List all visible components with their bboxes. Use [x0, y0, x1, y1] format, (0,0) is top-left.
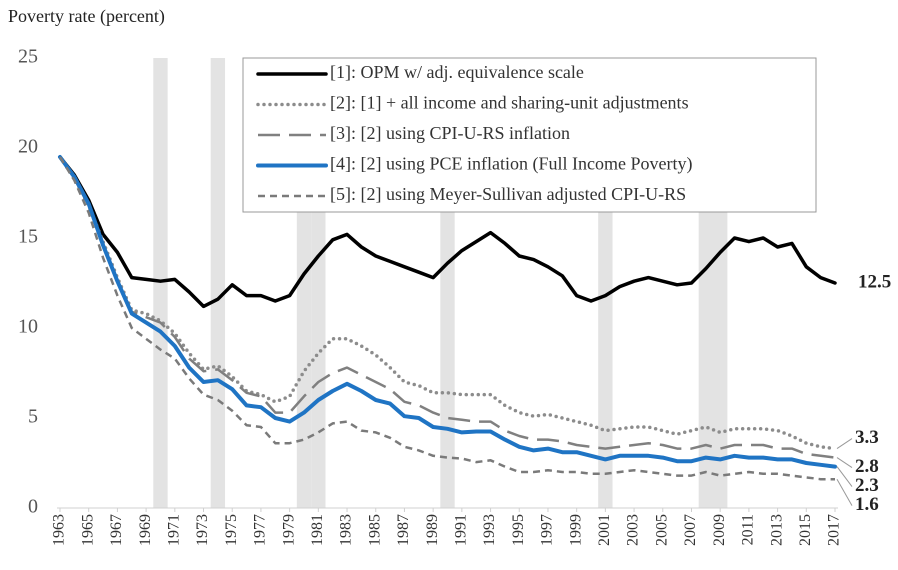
series-line	[58, 156, 836, 459]
x-tick-label: 1997	[539, 514, 556, 546]
y-tick-label: 25	[18, 46, 38, 68]
recession-band	[210, 58, 226, 508]
x-tick-label: 1983	[338, 514, 355, 546]
x-tick-label: 1967	[108, 514, 125, 546]
legend-label: [2]: [1] + all income and sharing-unit a…	[330, 93, 689, 113]
x-tick-label: 1989	[424, 514, 441, 546]
leader-line	[836, 478, 853, 506]
legend-box	[242, 57, 817, 213]
x-tick-label: 2003	[625, 514, 642, 546]
x-tick-label: 1975	[223, 514, 240, 546]
y-tick-label: 10	[18, 316, 38, 338]
series-line	[58, 155, 837, 451]
x-tick-label: 1965	[79, 514, 96, 546]
x-tick-label: 1979	[280, 514, 297, 546]
x-tick-label: 1993	[481, 514, 498, 546]
leader-line	[836, 438, 853, 450]
x-tick-label: 2017	[826, 514, 843, 546]
x-tick-label: 2009	[711, 514, 728, 546]
x-tick-label: 2015	[797, 514, 814, 546]
legend-label: [3]: [2] using CPI-U-RS inflation	[330, 123, 570, 143]
end-label: 1.6	[855, 494, 879, 515]
x-tick-label: 2013	[768, 514, 785, 546]
series-line	[58, 155, 837, 309]
x-tick-label: 1963	[51, 514, 68, 546]
x-tick-label: 1991	[453, 514, 470, 546]
legend-label: [5]: [2] using Meyer-Sullivan adjusted C…	[330, 184, 686, 204]
end-label: 3.3	[855, 427, 879, 448]
legend-label: [4]: [2] using PCE inflation (Full Incom…	[330, 154, 692, 175]
x-tick-label: 2005	[653, 514, 670, 546]
x-tick-label: 2007	[682, 514, 699, 546]
series-line	[58, 156, 835, 481]
x-tick-label: 1981	[309, 514, 326, 546]
x-tick-label: 1977	[252, 514, 269, 546]
x-tick-label: 1999	[567, 514, 584, 546]
leader-line	[836, 457, 853, 469]
y-tick-label: 20	[18, 136, 38, 158]
x-tick-label: 1971	[165, 514, 182, 546]
y-tick-label: 5	[28, 406, 38, 428]
x-tick-label: 1985	[366, 514, 383, 546]
recession-band	[153, 58, 168, 508]
end-label: 2.8	[855, 456, 879, 477]
leader-line	[836, 466, 853, 487]
x-tick-label: 1987	[395, 514, 412, 546]
x-tick-label: 2011	[740, 514, 757, 545]
y-axis-title: Poverty rate (percent)	[8, 6, 165, 27]
x-tick-label: 2001	[596, 514, 613, 546]
x-tick-label: 1969	[137, 514, 154, 546]
x-tick-label: 1995	[510, 514, 527, 546]
end-label: 2.3	[855, 475, 879, 496]
end-label: 12.5	[858, 271, 891, 292]
y-tick-label: 15	[18, 226, 38, 248]
x-tick-label: 1973	[194, 514, 211, 546]
y-tick-label: 0	[28, 496, 38, 518]
series-line	[58, 155, 837, 469]
legend-label: [1]: OPM w/ adj. equivalence scale	[330, 62, 584, 82]
